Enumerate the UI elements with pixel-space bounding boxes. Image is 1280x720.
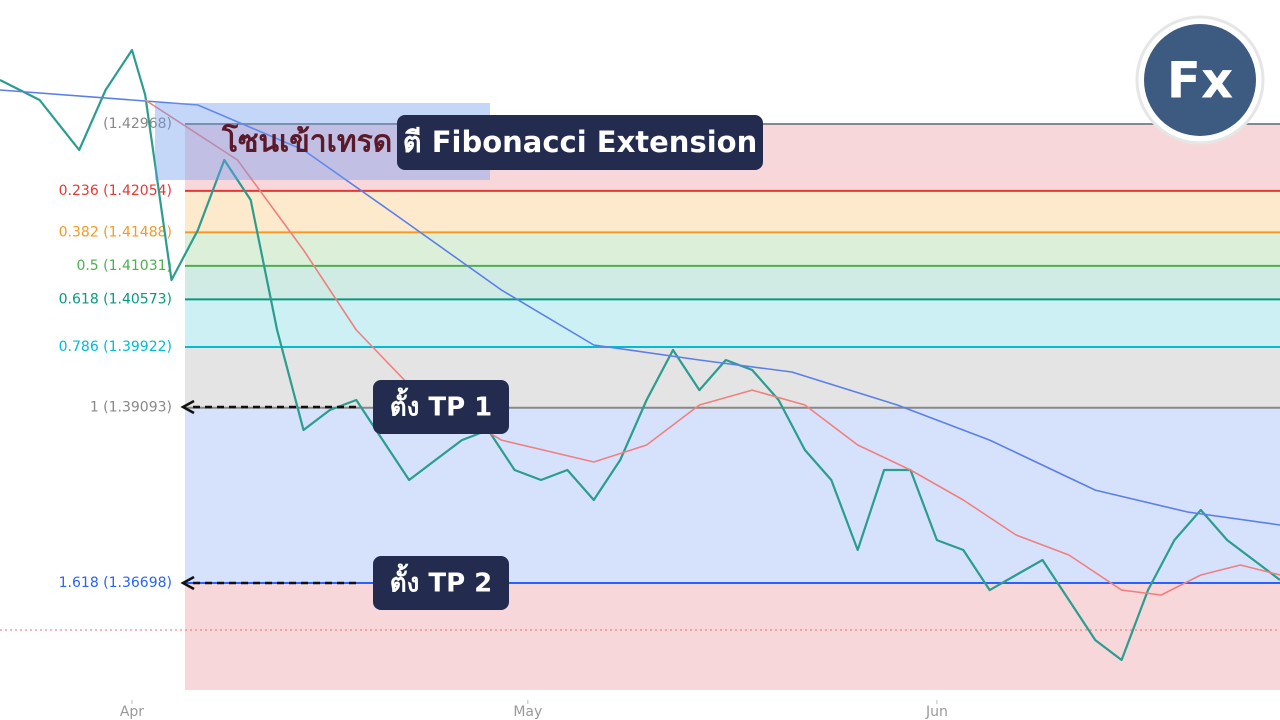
x-axis: Apr May Jun bbox=[120, 700, 948, 720]
fib-label: 0.5 (1.41031) bbox=[76, 258, 172, 274]
tp-box bbox=[373, 556, 509, 610]
fib-band bbox=[185, 299, 1280, 348]
fib-band bbox=[185, 583, 1280, 690]
fib-label: 0.786 (1.39922) bbox=[59, 339, 172, 355]
fib-band bbox=[185, 265, 1280, 300]
fib-band bbox=[185, 232, 1280, 266]
logo bbox=[1144, 24, 1256, 136]
zone-label: โซนเข้าเทรด bbox=[221, 123, 392, 160]
series bbox=[0, 48, 1280, 662]
x-tick-label: May bbox=[513, 704, 542, 720]
fib-label: 1 (1.39093) bbox=[90, 400, 172, 416]
arrow-head bbox=[180, 575, 195, 591]
fib-label: 0.618 (1.40573) bbox=[59, 291, 172, 307]
fib-bands bbox=[185, 124, 1280, 690]
tp-label: ตั้ง TP 1 bbox=[390, 387, 493, 423]
callout-text: ตี Fibonacci Extension bbox=[403, 125, 757, 159]
x-tick-label: Jun bbox=[925, 704, 948, 720]
fib-label: 0.382 (1.41488) bbox=[59, 224, 172, 240]
tp-label: ตั้ง TP 2 bbox=[390, 563, 493, 599]
series-line bbox=[0, 48, 1280, 662]
fib-label: (1.42968) bbox=[103, 116, 172, 132]
fib-label: 1.618 (1.36698) bbox=[59, 575, 172, 591]
x-tick-label: Apr bbox=[120, 704, 144, 720]
callout-box bbox=[397, 115, 763, 170]
fib-band bbox=[185, 347, 1280, 408]
fib-levels: (1.42968) 0.236 (1.42054) 0.382 (1.41488) 0… bbox=[59, 116, 1280, 591]
tp-arrows bbox=[180, 399, 356, 591]
tp-box bbox=[373, 380, 509, 434]
logo-text: Fx bbox=[1167, 52, 1233, 110]
fib-label: 0.236 (1.42054) bbox=[59, 183, 172, 199]
series-line bbox=[144, 99, 1280, 596]
fib-band bbox=[185, 407, 1280, 584]
fib-band bbox=[185, 190, 1280, 233]
arrow-head bbox=[180, 399, 195, 415]
series-line bbox=[0, 89, 1280, 526]
